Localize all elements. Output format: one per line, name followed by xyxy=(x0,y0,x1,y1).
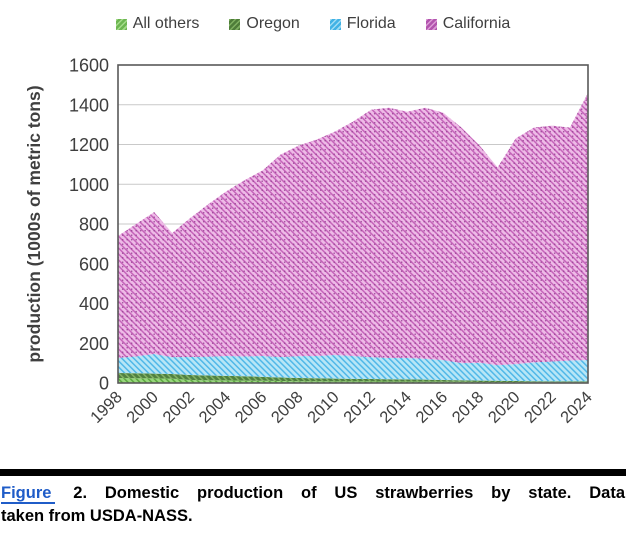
caption-line-2: taken from USDA-NASS. xyxy=(1,507,193,525)
y-tick-label: 1000 xyxy=(69,175,109,195)
legend-swatch-all-others-icon xyxy=(115,18,127,30)
x-tick-label: 2002 xyxy=(159,388,198,427)
caption-text: 2. Domestic production of US strawberrie… xyxy=(73,484,625,502)
area-all-others xyxy=(118,378,588,383)
y-tick-label: 1600 xyxy=(69,56,109,76)
caption-line-1: Figure 2. Domestic production of US stra… xyxy=(1,482,625,505)
y-tick-label: 400 xyxy=(79,294,109,314)
x-tick-label: 2022 xyxy=(521,388,560,427)
area-florida xyxy=(118,353,588,382)
legend-swatch-california-icon xyxy=(425,18,437,30)
legend-item-florida: Florida xyxy=(329,15,396,32)
x-tick-label: 2008 xyxy=(268,388,307,427)
figure-link[interactable]: Figure xyxy=(1,484,56,504)
x-tick-label: 2006 xyxy=(232,388,271,427)
x-tick-label: 2000 xyxy=(123,388,162,427)
legend-item-all-others: All others xyxy=(115,15,200,32)
area-oregon xyxy=(118,373,588,383)
legend-item-oregon: Oregon xyxy=(229,15,300,32)
y-tick-label: 800 xyxy=(79,215,109,235)
y-tick-label: 1200 xyxy=(69,135,109,155)
strawberry-production-area-chart: 0200400600800100012001400160019982000200… xyxy=(24,56,596,427)
caption-divider xyxy=(0,469,626,476)
x-tick-label: 2012 xyxy=(340,388,379,427)
plot-border xyxy=(117,64,589,384)
chart-legend: All others Oregon Florida California xyxy=(0,16,626,32)
x-tick-label: 2004 xyxy=(196,388,235,427)
y-tick-label: 600 xyxy=(79,254,109,274)
stacked-areas xyxy=(118,92,588,383)
y-tick-label: 0 xyxy=(99,374,109,394)
x-tick-label: 2018 xyxy=(449,388,488,427)
x-tick-label: 2010 xyxy=(304,388,343,427)
x-tick-label: 2024 xyxy=(557,388,596,427)
legend-label-california: California xyxy=(442,15,511,32)
legend-label-florida: Florida xyxy=(346,15,396,32)
x-tick-label: 1998 xyxy=(87,388,126,427)
y-tick-label: 1400 xyxy=(69,95,109,115)
x-axis-ticks: 1998200020022004200620082010201220142016… xyxy=(87,388,596,427)
y-axis-ticks: 0 200 400 600 800 1000 1200 1400 1600 xyxy=(69,56,109,394)
y-axis-title: production (1000s of metric tons) xyxy=(24,85,44,362)
legend-label-oregon: Oregon xyxy=(246,15,300,32)
legend-swatch-florida-icon xyxy=(329,18,341,30)
x-tick-label: 2020 xyxy=(485,388,524,427)
area-california-dots xyxy=(118,92,588,366)
legend-swatch-oregon-icon xyxy=(229,18,241,30)
figure-caption: Figure 2. Domestic production of US stra… xyxy=(1,482,625,528)
y-tick-label: 200 xyxy=(79,334,109,354)
legend-label-all-others: All others xyxy=(132,15,200,32)
x-tick-label: 2014 xyxy=(376,388,415,427)
x-tick-label: 2016 xyxy=(413,388,452,427)
legend-item-california: California xyxy=(425,15,511,32)
